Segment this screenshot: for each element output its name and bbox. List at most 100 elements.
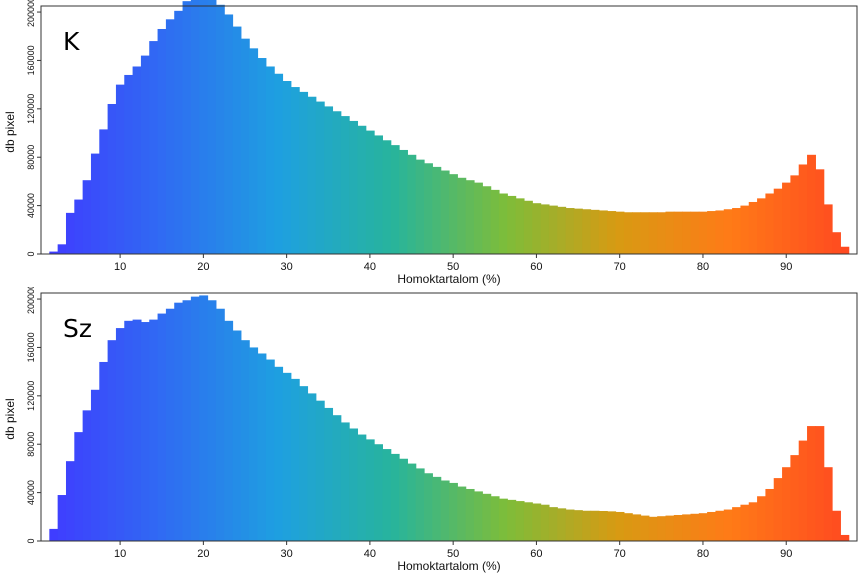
histogram-bar	[573, 208, 583, 254]
histogram-bar	[157, 28, 167, 254]
histogram-bar	[190, 0, 200, 254]
histogram-bar	[515, 501, 525, 541]
histogram-bar	[582, 510, 592, 541]
histogram-bar	[707, 511, 717, 541]
histogram-bar	[357, 434, 367, 541]
histogram-k-svg: 10 20 30 40 50 60 70 80 90 0 40000 80000 120000 16000…	[3, 0, 858, 286]
histogram-bar	[515, 198, 525, 254]
y-axis-title: db pixel	[3, 111, 17, 152]
y-tick-label: 80000	[26, 432, 36, 457]
histogram-bar	[648, 516, 658, 541]
histogram-bar	[407, 463, 417, 541]
histogram-bar	[432, 166, 442, 254]
y-tick-label: 0	[26, 538, 36, 543]
histogram-bar	[249, 347, 259, 541]
histogram-bar	[482, 493, 492, 541]
histogram-bar	[532, 503, 542, 541]
histogram-bar	[215, 308, 225, 541]
histogram-bar	[382, 140, 392, 254]
plot-frame	[40, 5, 858, 255]
histogram-bar	[340, 422, 350, 541]
histogram-bar	[690, 211, 700, 254]
histogram-bar	[465, 488, 475, 541]
histogram-bar	[682, 514, 692, 541]
histogram-bar	[682, 211, 692, 254]
histogram-bar	[332, 111, 342, 254]
histogram-bar	[182, 300, 192, 541]
histogram-bar	[790, 175, 800, 254]
histogram-bar	[640, 212, 650, 254]
histogram-bar	[174, 10, 184, 255]
histogram-bar	[399, 149, 408, 254]
histogram-bar	[573, 510, 583, 541]
histogram-bar	[374, 135, 383, 254]
histogram-bar	[748, 502, 758, 541]
histogram-bar	[274, 366, 284, 541]
histogram-bar	[782, 182, 791, 254]
histogram-bar	[65, 461, 75, 541]
histogram-bar	[115, 84, 125, 254]
histogram-bar	[207, 0, 217, 255]
histogram-bar	[415, 468, 425, 541]
histogram-bar	[215, 4, 225, 255]
histogram-bar	[424, 473, 433, 541]
histogram-bar	[715, 210, 725, 254]
histogram-bar	[665, 211, 675, 254]
histogram-bar	[457, 177, 467, 254]
histogram-bar	[399, 458, 408, 541]
histogram-bar	[557, 508, 567, 541]
histogram-bar	[798, 440, 808, 541]
x-tick-label: 70	[614, 261, 626, 273]
x-tick-label: 30	[281, 261, 293, 273]
histogram-bar	[165, 308, 175, 541]
histogram-bar	[657, 212, 667, 254]
histogram-bar	[240, 38, 250, 254]
histogram-bar	[590, 209, 600, 254]
panel-label: Sz	[63, 314, 92, 343]
y-tick-label: 40000	[26, 193, 36, 218]
histogram-bar	[324, 106, 334, 254]
x-axis-title: Homoktartalom (%)	[397, 272, 500, 286]
histogram-bar	[49, 528, 59, 541]
histogram-bar	[382, 449, 392, 541]
histogram-bar	[507, 499, 517, 541]
x-tick-label: 50	[447, 261, 459, 273]
histogram-bar	[307, 393, 317, 541]
plot-frame	[40, 292, 858, 542]
histogram-bar	[240, 340, 250, 541]
histogram-bar	[107, 340, 117, 541]
histogram-bar	[840, 534, 850, 541]
histogram-bar	[132, 66, 142, 255]
histogram-bar	[82, 410, 92, 541]
histogram-bar	[415, 159, 425, 254]
histogram-bar	[224, 14, 234, 254]
histogram-bar	[723, 509, 733, 541]
histogram-bar	[765, 488, 775, 541]
histogram-bar	[299, 386, 309, 541]
x-tick-label: 60	[530, 548, 542, 560]
histogram-bar	[807, 426, 816, 541]
histogram-bar	[790, 455, 800, 541]
histogram-bar	[532, 203, 542, 254]
histogram-bar	[199, 295, 209, 541]
histogram-bar	[557, 206, 567, 254]
histogram-bar	[290, 87, 300, 254]
x-tick-label: 90	[780, 261, 792, 273]
histogram-bar	[274, 73, 284, 254]
histogram-bar	[640, 515, 650, 541]
histogram-bar	[748, 201, 758, 254]
histogram-bar	[157, 313, 167, 541]
histogram-bar	[224, 320, 234, 541]
histogram-bar	[657, 516, 667, 541]
histogram-bar	[615, 511, 625, 541]
histogram-bar	[207, 300, 217, 541]
histogram-bar	[523, 200, 533, 254]
histogram-bar	[74, 432, 84, 541]
histogram-bar	[723, 209, 733, 254]
histogram-bar	[332, 415, 342, 541]
histogram-bar	[49, 251, 59, 254]
histogram-bar	[648, 212, 658, 254]
histogram-bar	[548, 507, 558, 541]
histogram-bar	[365, 439, 375, 541]
histogram-bar	[698, 513, 708, 541]
